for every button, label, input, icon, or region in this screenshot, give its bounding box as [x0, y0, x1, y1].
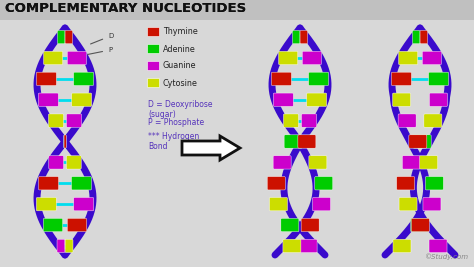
FancyArrow shape	[182, 136, 240, 160]
FancyBboxPatch shape	[67, 218, 87, 232]
Text: Adenine: Adenine	[163, 45, 196, 53]
FancyBboxPatch shape	[301, 218, 319, 232]
FancyBboxPatch shape	[312, 198, 330, 211]
FancyBboxPatch shape	[409, 135, 427, 148]
FancyBboxPatch shape	[49, 156, 64, 169]
FancyBboxPatch shape	[392, 93, 410, 107]
Text: COMPLEMENTARY NUCLEOTIDES: COMPLEMENTARY NUCLEOTIDES	[5, 2, 246, 15]
Text: Cytosine: Cytosine	[163, 78, 198, 88]
FancyBboxPatch shape	[73, 72, 93, 85]
FancyBboxPatch shape	[419, 156, 438, 169]
FancyBboxPatch shape	[64, 135, 66, 148]
FancyBboxPatch shape	[43, 218, 63, 232]
FancyBboxPatch shape	[147, 28, 159, 37]
FancyBboxPatch shape	[299, 239, 317, 253]
FancyBboxPatch shape	[72, 93, 91, 107]
FancyBboxPatch shape	[281, 218, 299, 232]
FancyBboxPatch shape	[0, 0, 474, 20]
FancyBboxPatch shape	[307, 93, 327, 107]
FancyBboxPatch shape	[298, 135, 316, 148]
FancyBboxPatch shape	[57, 30, 65, 44]
FancyBboxPatch shape	[65, 30, 73, 44]
Text: P: P	[88, 47, 112, 54]
FancyBboxPatch shape	[72, 176, 91, 190]
FancyBboxPatch shape	[424, 114, 442, 127]
FancyBboxPatch shape	[429, 239, 447, 253]
Text: Thymine: Thymine	[163, 28, 198, 37]
FancyBboxPatch shape	[284, 135, 302, 148]
FancyBboxPatch shape	[420, 30, 428, 44]
FancyBboxPatch shape	[410, 218, 428, 232]
FancyBboxPatch shape	[66, 156, 81, 169]
FancyBboxPatch shape	[397, 176, 415, 190]
FancyBboxPatch shape	[147, 61, 159, 70]
Text: Guanine: Guanine	[163, 61, 197, 70]
FancyBboxPatch shape	[38, 176, 58, 190]
Text: P = Phosphate: P = Phosphate	[148, 118, 204, 127]
FancyBboxPatch shape	[399, 51, 418, 65]
FancyBboxPatch shape	[413, 135, 431, 148]
FancyBboxPatch shape	[402, 156, 420, 169]
FancyBboxPatch shape	[422, 51, 441, 65]
FancyBboxPatch shape	[270, 198, 288, 211]
FancyBboxPatch shape	[147, 78, 159, 88]
FancyBboxPatch shape	[309, 156, 327, 169]
FancyBboxPatch shape	[283, 239, 301, 253]
Text: ©Study.com: ©Study.com	[424, 253, 468, 260]
FancyBboxPatch shape	[273, 156, 291, 169]
FancyBboxPatch shape	[57, 239, 65, 253]
Text: D: D	[91, 33, 113, 44]
FancyBboxPatch shape	[429, 93, 447, 107]
FancyBboxPatch shape	[279, 51, 298, 65]
FancyBboxPatch shape	[428, 72, 448, 85]
FancyBboxPatch shape	[301, 114, 317, 127]
FancyBboxPatch shape	[300, 30, 308, 44]
FancyBboxPatch shape	[292, 30, 300, 44]
FancyBboxPatch shape	[65, 239, 73, 253]
FancyBboxPatch shape	[44, 51, 63, 65]
FancyBboxPatch shape	[392, 72, 411, 85]
FancyBboxPatch shape	[36, 198, 56, 211]
FancyBboxPatch shape	[423, 198, 441, 211]
FancyBboxPatch shape	[315, 176, 333, 190]
FancyBboxPatch shape	[309, 72, 328, 85]
Text: COMPLEMENTARY NUCLEOTIDES: COMPLEMENTARY NUCLEOTIDES	[5, 2, 246, 15]
FancyBboxPatch shape	[38, 93, 58, 107]
FancyBboxPatch shape	[66, 114, 82, 127]
FancyBboxPatch shape	[398, 114, 416, 127]
FancyBboxPatch shape	[399, 198, 417, 211]
FancyBboxPatch shape	[73, 198, 94, 211]
FancyBboxPatch shape	[273, 93, 293, 107]
FancyBboxPatch shape	[147, 45, 159, 53]
FancyBboxPatch shape	[267, 176, 285, 190]
FancyBboxPatch shape	[302, 51, 321, 65]
FancyBboxPatch shape	[36, 72, 56, 85]
FancyBboxPatch shape	[48, 114, 64, 127]
Text: D = Deoxyribose
(sugar): D = Deoxyribose (sugar)	[148, 100, 212, 119]
FancyBboxPatch shape	[425, 176, 443, 190]
FancyBboxPatch shape	[283, 114, 299, 127]
Text: *** Hydrogen
Bond: *** Hydrogen Bond	[148, 132, 199, 151]
FancyBboxPatch shape	[67, 51, 86, 65]
FancyBboxPatch shape	[412, 30, 420, 44]
FancyBboxPatch shape	[64, 135, 66, 148]
FancyBboxPatch shape	[411, 218, 429, 232]
FancyBboxPatch shape	[272, 72, 292, 85]
FancyBboxPatch shape	[393, 239, 411, 253]
